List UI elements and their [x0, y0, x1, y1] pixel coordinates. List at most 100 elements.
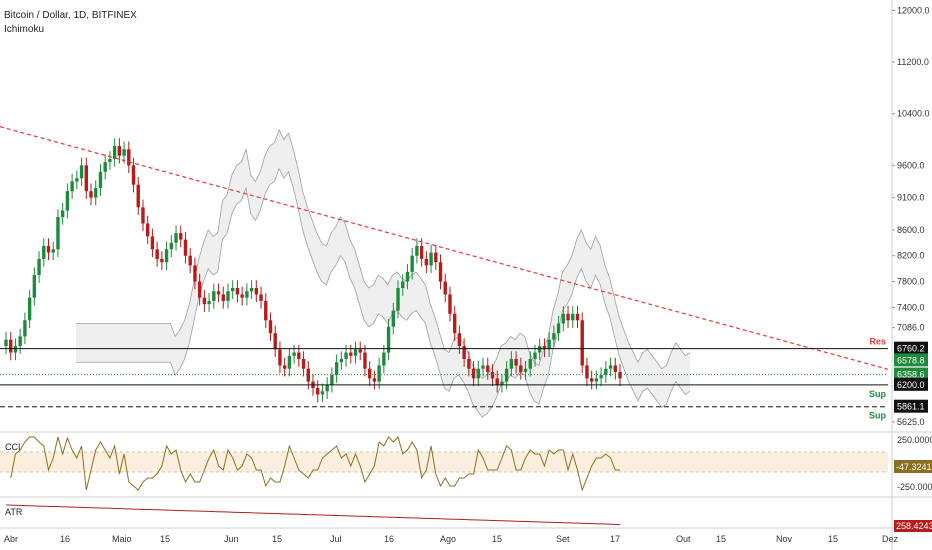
price-tick-label: 9100.0 — [897, 193, 925, 203]
level-name: Sup — [869, 411, 887, 421]
price-tag-label: 6358.6 — [897, 370, 925, 380]
candle-body — [561, 313, 566, 324]
candle — [618, 364, 622, 387]
cci-tick-label: -250.0000 — [897, 482, 932, 492]
candle — [353, 341, 358, 364]
candle — [131, 157, 136, 193]
candle-body — [226, 291, 230, 301]
candle-body — [188, 255, 192, 266]
candle-body — [410, 255, 414, 272]
candle-body — [490, 371, 495, 379]
cloud-edge-top — [76, 128, 691, 379]
candle — [486, 357, 490, 380]
cci-panel: CCI 250.0000 -250.0000 -47.3241 — [0, 435, 932, 492]
price-tag-label: 5861.1 — [897, 402, 925, 412]
candle — [264, 293, 268, 329]
price-tick-label: 10400.0 — [897, 109, 930, 119]
price-tick-label: 8200.0 — [897, 251, 925, 261]
candle — [65, 183, 70, 219]
candle-body — [325, 384, 329, 392]
candle — [136, 176, 140, 216]
candle — [4, 331, 8, 354]
candle — [193, 257, 197, 290]
candle-body — [613, 365, 617, 372]
time-tick-label: Dez — [882, 534, 899, 544]
candle-body — [183, 239, 188, 256]
candle-body — [221, 294, 225, 301]
candle-body — [273, 333, 277, 350]
price-tick-label: 8600.0 — [897, 225, 925, 235]
candle-body — [160, 258, 164, 263]
candle — [316, 380, 320, 403]
candle — [221, 286, 225, 309]
candle — [179, 225, 183, 248]
candle-body — [566, 313, 570, 321]
price-tick-label: 5625.0 — [897, 417, 925, 427]
price-tag-box — [894, 353, 928, 367]
ichimoku-cloud — [76, 128, 691, 418]
candle — [561, 306, 566, 332]
candle-body — [179, 233, 183, 240]
candle-body — [580, 320, 584, 366]
candle-body — [231, 288, 235, 292]
candle — [419, 238, 424, 267]
candle-body — [46, 246, 51, 253]
candle — [150, 228, 155, 258]
candle — [401, 273, 405, 296]
candle — [523, 360, 528, 380]
candle — [339, 351, 344, 370]
candle — [160, 251, 164, 270]
candle-body — [37, 258, 41, 276]
candle-body — [51, 249, 55, 253]
candle — [197, 273, 202, 306]
candle-body — [391, 310, 395, 327]
candle-body — [349, 352, 353, 356]
candle — [292, 344, 296, 364]
candle — [434, 244, 438, 270]
candle — [344, 344, 348, 367]
candle-body — [424, 258, 429, 266]
candle-body — [65, 191, 70, 211]
candle — [70, 173, 74, 199]
candle — [575, 306, 580, 329]
candle-body — [249, 288, 254, 292]
candle — [542, 338, 547, 358]
candle — [42, 238, 46, 267]
candle-body — [372, 378, 377, 382]
time-axis: Abr 16 Maio 15 Jun 15 Jul 16 Ago 15 Set 17 Out 15 Nov 1… — [4, 534, 899, 544]
candle — [141, 199, 145, 232]
candle — [556, 315, 561, 341]
candle-body — [528, 359, 532, 369]
candle — [207, 293, 211, 312]
time-tick-label: Jun — [224, 534, 239, 544]
candle — [452, 306, 457, 341]
candle-body — [452, 313, 457, 334]
candle — [396, 280, 400, 319]
candle-body — [117, 146, 122, 156]
candle — [519, 357, 523, 380]
candle — [98, 164, 103, 196]
candle-body — [108, 158, 112, 163]
candle — [405, 264, 410, 290]
candle — [604, 360, 608, 383]
level-5861.1: 5861.1 Sup — [0, 399, 928, 421]
candle-body — [419, 246, 424, 259]
candle-body — [127, 149, 131, 166]
candle-body — [32, 275, 37, 298]
candle-body — [150, 236, 155, 250]
candle — [245, 283, 249, 306]
price-tick-label: 7400.0 — [897, 302, 925, 312]
time-tick-label: 15 — [828, 534, 838, 544]
candle — [594, 370, 599, 390]
candle — [122, 141, 126, 164]
candle-body — [94, 187, 98, 198]
candle — [443, 273, 447, 303]
candle-body — [320, 391, 325, 395]
candle — [188, 247, 192, 274]
candle — [509, 351, 514, 377]
candle-body — [429, 252, 433, 266]
candle — [84, 157, 88, 199]
candle — [231, 280, 235, 299]
